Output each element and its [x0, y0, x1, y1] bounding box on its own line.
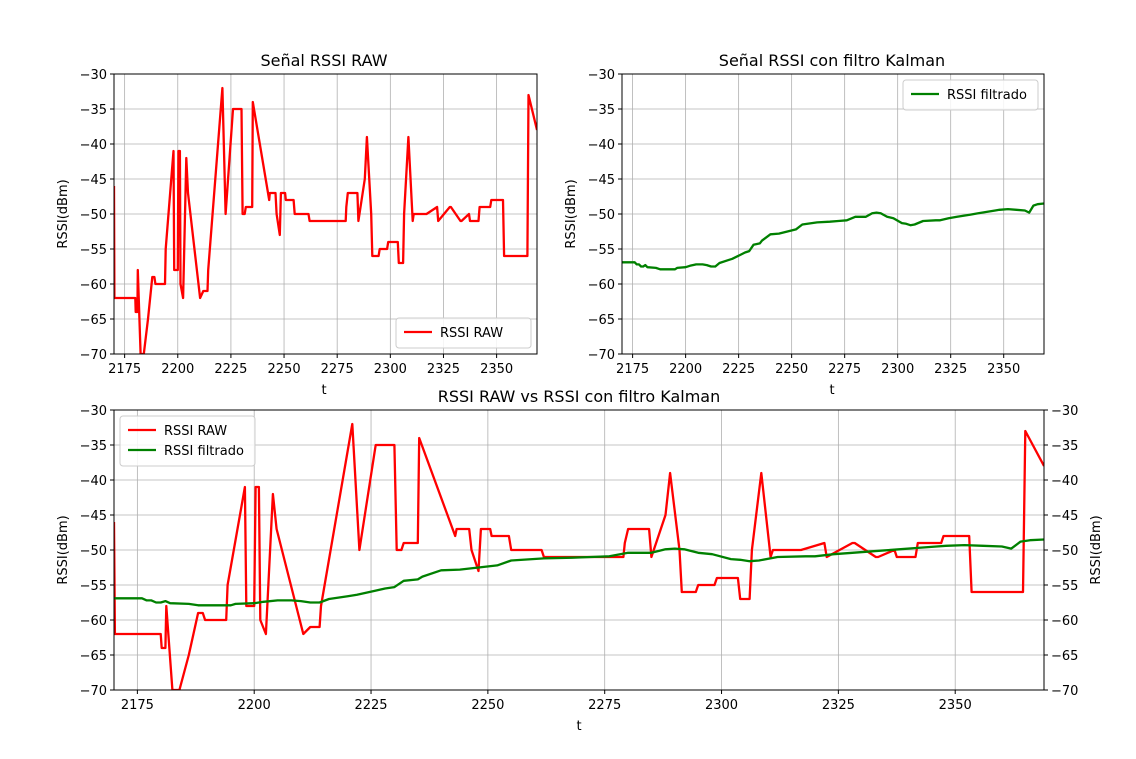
kalman-ytick-label--55: −55 — [588, 243, 615, 258]
both-ytick-label-right--50: −50 — [1051, 544, 1078, 559]
subplot-combined-xlabel: t — [576, 719, 581, 734]
both-ytick-label--50: −50 — [80, 544, 107, 559]
raw-ytick-label--60: −60 — [80, 278, 107, 293]
raw-xtick-label-2300: 2300 — [374, 362, 407, 377]
kalman-ytick-label--40: −40 — [588, 138, 615, 153]
both-ytick-label--35: −35 — [80, 439, 107, 454]
kalman-xtick-label-2175: 2175 — [616, 362, 649, 377]
raw-ytick-label--70: −70 — [80, 348, 107, 363]
kalman-xtick-label-2250: 2250 — [775, 362, 808, 377]
both-ytick-label--45: −45 — [80, 509, 107, 524]
both-legend-label-raw: RSSI RAW — [164, 424, 227, 439]
raw-ytick-label--55: −55 — [80, 243, 107, 258]
raw-xtick-label-2175: 2175 — [108, 362, 141, 377]
both-legend: RSSI RAW RSSI filtrado — [119, 415, 256, 467]
raw-legend: RSSI RAW — [395, 317, 532, 349]
both-ytick-label-right--35: −35 — [1051, 439, 1078, 454]
kalman-ytick-label--30: −30 — [588, 68, 615, 83]
kalman-ytick-label--50: −50 — [588, 208, 615, 223]
raw-ytick-label--65: −65 — [80, 313, 107, 328]
kalman-ytick-label--65: −65 — [588, 313, 615, 328]
subplot-combined-ylabel-left: RSSI(dBm) — [56, 515, 71, 584]
both-xtick-label-2350: 2350 — [939, 698, 972, 713]
raw-xtick-label-2250: 2250 — [268, 362, 301, 377]
raw-xtick-label-2350: 2350 — [480, 362, 513, 377]
both-ytick-label-right--55: −55 — [1051, 579, 1078, 594]
raw-ytick-label--30: −30 — [80, 68, 107, 83]
both-ytick-label-right--70: −70 — [1051, 684, 1078, 699]
raw-xtick-label-2225: 2225 — [214, 362, 247, 377]
both-xtick-label-2175: 2175 — [121, 698, 154, 713]
kalman-legend-label-filtered: RSSI filtrado — [947, 88, 1027, 103]
subplot-kalman-title: Señal RSSI con filtro Kalman — [719, 51, 945, 70]
subplot-kalman: Señal RSSI con filtro Kalman t RSSI(dBm)… — [564, 51, 1045, 398]
kalman-xtick-label-2200: 2200 — [669, 362, 702, 377]
kalman-ytick-label--45: −45 — [588, 173, 615, 188]
subplot-kalman-xlabel: t — [829, 383, 834, 398]
kalman-ytick-label--70: −70 — [588, 348, 615, 363]
kalman-series-filtered-line — [622, 202, 1044, 271]
raw-xtick-label-2275: 2275 — [321, 362, 354, 377]
both-ytick-label-right--30: −30 — [1051, 404, 1078, 419]
both-ytick-label-right--60: −60 — [1051, 614, 1078, 629]
both-ytick-label--55: −55 — [80, 579, 107, 594]
both-series-filtered-line — [114, 538, 1044, 607]
raw-ytick-label--35: −35 — [80, 103, 107, 118]
raw-legend-label-raw: RSSI RAW — [440, 326, 503, 341]
kalman-xtick-label-2300: 2300 — [881, 362, 914, 377]
subplot-combined-title: RSSI RAW vs RSSI con filtro Kalman — [438, 387, 721, 406]
both-ytick-label--40: −40 — [80, 474, 107, 489]
raw-series-raw-line — [114, 86, 537, 354]
subplot-combined: RSSI RAW vs RSSI con filtro Kalman t RSS… — [56, 387, 1104, 734]
kalman-legend-box — [902, 79, 1039, 111]
subplot-raw: Señal RSSI RAW t RSSI(dBm) 2175 2200 2225 2… — [56, 51, 538, 398]
raw-ytick-label--40: −40 — [80, 138, 107, 153]
raw-ytick-label--45: −45 — [80, 173, 107, 188]
kalman-xtick-label-2350: 2350 — [987, 362, 1020, 377]
both-ytick-label--60: −60 — [80, 614, 107, 629]
both-series-raw-line — [114, 422, 1044, 690]
raw-ytick-label--50: −50 — [80, 208, 107, 223]
both-ytick-label-right--40: −40 — [1051, 474, 1078, 489]
kalman-xtick-label-2325: 2325 — [934, 362, 967, 377]
both-ytick-label-right--65: −65 — [1051, 649, 1078, 664]
both-xtick-label-2250: 2250 — [471, 698, 504, 713]
subplot-raw-ylabel: RSSI(dBm) — [56, 179, 71, 248]
both-legend-box — [119, 415, 256, 467]
raw-xtick-label-2325: 2325 — [427, 362, 460, 377]
subplot-raw-title: Señal RSSI RAW — [260, 51, 387, 70]
both-ytick-label--30: −30 — [80, 404, 107, 419]
raw-xtick-label-2200: 2200 — [161, 362, 194, 377]
subplot-combined-ylabel-right: RSSI(dBm) — [1089, 515, 1104, 584]
kalman-ytick-label--35: −35 — [588, 103, 615, 118]
kalman-legend: RSSI filtrado — [902, 79, 1039, 111]
both-xtick-label-2275: 2275 — [588, 698, 621, 713]
both-ytick-label--65: −65 — [80, 649, 107, 664]
both-ytick-label-right--45: −45 — [1051, 509, 1078, 524]
kalman-xtick-label-2225: 2225 — [722, 362, 755, 377]
both-ytick-label--70: −70 — [80, 684, 107, 699]
raw-legend-box — [395, 317, 532, 349]
kalman-xtick-label-2275: 2275 — [828, 362, 861, 377]
kalman-ytick-label--60: −60 — [588, 278, 615, 293]
both-xtick-label-2200: 2200 — [238, 698, 271, 713]
both-legend-label-filtered: RSSI filtrado — [164, 444, 244, 459]
both-xtick-label-2225: 2225 — [354, 698, 387, 713]
both-xtick-label-2300: 2300 — [705, 698, 738, 713]
subplot-kalman-ylabel: RSSI(dBm) — [564, 179, 579, 248]
subplot-raw-xlabel: t — [321, 383, 326, 398]
both-xtick-label-2325: 2325 — [822, 698, 855, 713]
